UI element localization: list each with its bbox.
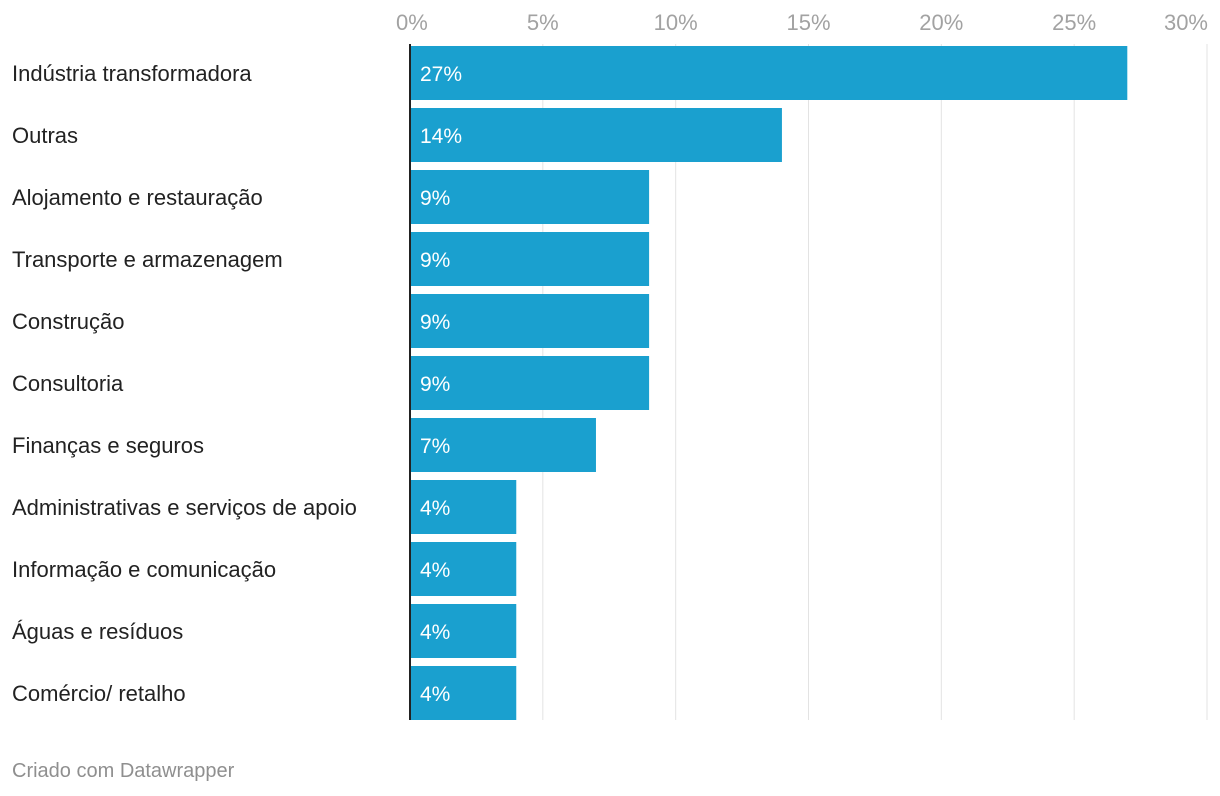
bar (410, 542, 517, 596)
bar (410, 170, 650, 224)
category-label: Alojamento e restauração (12, 185, 263, 210)
category-labels: Indústria transformadora Outras Alojamento… (12, 61, 357, 706)
bar-value-label: 14% (420, 125, 462, 148)
bar-value-label: 7% (420, 435, 450, 458)
bar (410, 294, 650, 348)
bar-value-label: 4% (420, 559, 450, 582)
category-label: Informação e comunicação (12, 557, 276, 582)
bar-value-label: 4% (420, 683, 450, 706)
bar-value-label: 9% (420, 249, 450, 272)
bar (410, 666, 517, 720)
category-label: Outras (12, 123, 78, 148)
x-tick-label: 25% (1052, 10, 1096, 35)
bar-value-label: 4% (420, 621, 450, 644)
category-label: Consultoria (12, 371, 124, 396)
bar (410, 480, 517, 534)
bar (410, 356, 650, 410)
bars: 27% 14% 9% 9% 9% 9% 7% 4% 4% 4% 4% (410, 46, 1128, 720)
category-label: Administrativas e serviços de apoio (12, 495, 357, 520)
bar-value-label: 9% (420, 311, 450, 334)
bar-value-label: 27% (420, 63, 462, 86)
bar-value-label: 9% (420, 373, 450, 396)
x-axis-ticks: 0% 5% 10% 15% 20% 25% 30% (396, 10, 1208, 35)
category-label: Indústria transformadora (12, 61, 252, 86)
bar-value-label: 4% (420, 497, 450, 520)
x-tick-label: 20% (919, 10, 963, 35)
bar (410, 232, 650, 286)
bar (410, 108, 782, 162)
category-label: Águas e resíduos (12, 619, 183, 644)
bar (410, 46, 1128, 100)
x-tick-label: 30% (1164, 10, 1208, 35)
category-label: Construção (12, 309, 125, 334)
bar (410, 604, 517, 658)
x-tick-label: 15% (786, 10, 830, 35)
category-label: Transporte e armazenagem (12, 247, 283, 272)
bar-value-label: 9% (420, 187, 450, 210)
footer-credit: Criado com Datawrapper (12, 760, 235, 782)
x-tick-label: 0% (396, 10, 428, 35)
bar (410, 418, 596, 472)
category-label: Finanças e seguros (12, 433, 204, 458)
x-tick-label: 5% (527, 10, 559, 35)
x-tick-label: 10% (654, 10, 698, 35)
category-label: Comércio/ retalho (12, 681, 186, 706)
